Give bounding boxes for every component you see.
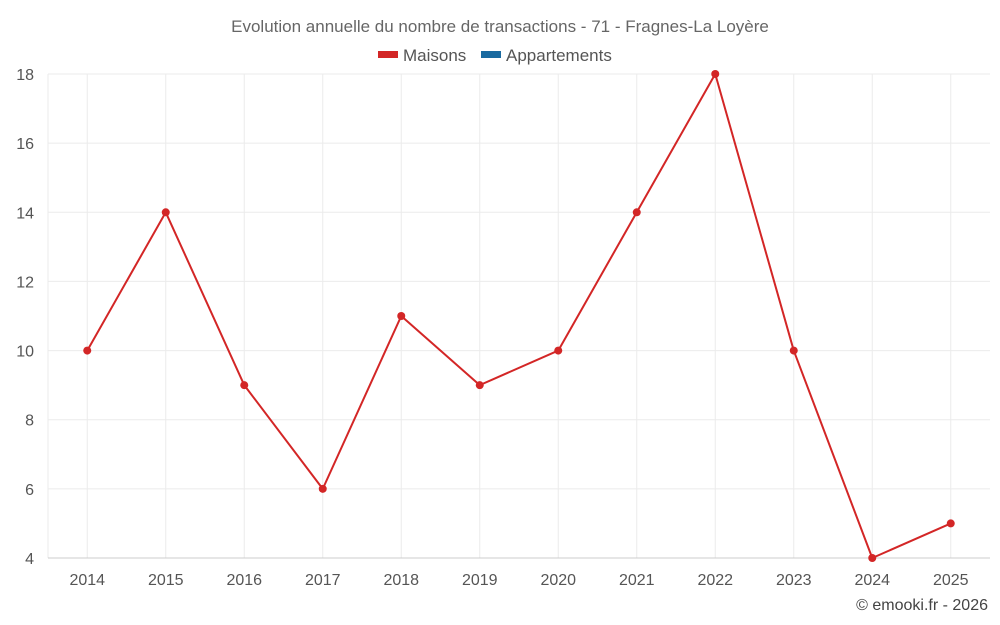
x-tick-label: 2020 <box>540 572 576 589</box>
data-point-2025[interactable] <box>946 519 955 528</box>
data-point-2023[interactable] <box>789 346 798 355</box>
data-point-2024[interactable] <box>868 554 877 562</box>
x-tick-label: 2014 <box>69 572 105 589</box>
y-tick-label: 4 <box>25 551 34 568</box>
x-gridlines <box>47 74 952 558</box>
y-tick-label: 8 <box>25 413 34 430</box>
data-point-2018[interactable] <box>397 312 406 320</box>
data-point-2015[interactable] <box>161 208 170 217</box>
x-tick-label: 2021 <box>619 572 655 589</box>
data-point-2021[interactable] <box>632 208 641 217</box>
x-tick-label: 2025 <box>933 572 969 589</box>
x-tick-label: 2015 <box>148 572 184 589</box>
x-tick-label: 2016 <box>226 572 262 589</box>
y-tick-label: 18 <box>16 67 34 84</box>
chart-title: Evolution annuelle du nombre de transact… <box>231 17 769 36</box>
series-maisons <box>83 70 955 562</box>
x-tick-label: 2023 <box>776 572 812 589</box>
legend-swatch-appartements[interactable] <box>481 51 501 58</box>
y-tick-label: 10 <box>16 344 34 361</box>
credit-text: © emooki.fr - 2026 <box>856 597 988 614</box>
data-point-2017[interactable] <box>318 484 327 493</box>
data-point-2020[interactable] <box>554 346 563 355</box>
x-tick-label: 2018 <box>383 572 419 589</box>
series-line-maisons <box>86 73 952 559</box>
x-tick-label: 2019 <box>462 572 498 589</box>
x-axis-tick-labels: 2014 2015 2016 2017 2018 2019 2020 2021 2022 2023… <box>69 572 968 589</box>
y-gridlines <box>48 73 990 490</box>
data-point-2019[interactable] <box>475 381 484 390</box>
data-point-2022[interactable] <box>711 70 720 78</box>
y-tick-label: 16 <box>16 136 34 153</box>
data-point-2016[interactable] <box>240 381 249 390</box>
legend-label-maisons[interactable]: Maisons <box>403 46 466 65</box>
y-tick-label: 6 <box>25 482 34 499</box>
y-axis-tick-labels: 4 6 8 10 12 14 16 18 <box>16 67 34 568</box>
x-tick-label: 2022 <box>697 572 733 589</box>
x-tick-label: 2024 <box>854 572 890 589</box>
legend-swatch-maisons[interactable] <box>378 51 398 58</box>
legend: Maisons Appartements <box>378 46 612 65</box>
y-tick-label: 12 <box>16 274 34 291</box>
data-point-2014[interactable] <box>83 346 92 355</box>
y-tick-label: 14 <box>16 205 34 222</box>
x-tick-label: 2017 <box>305 572 341 589</box>
legend-label-appartements[interactable]: Appartements <box>506 46 612 65</box>
